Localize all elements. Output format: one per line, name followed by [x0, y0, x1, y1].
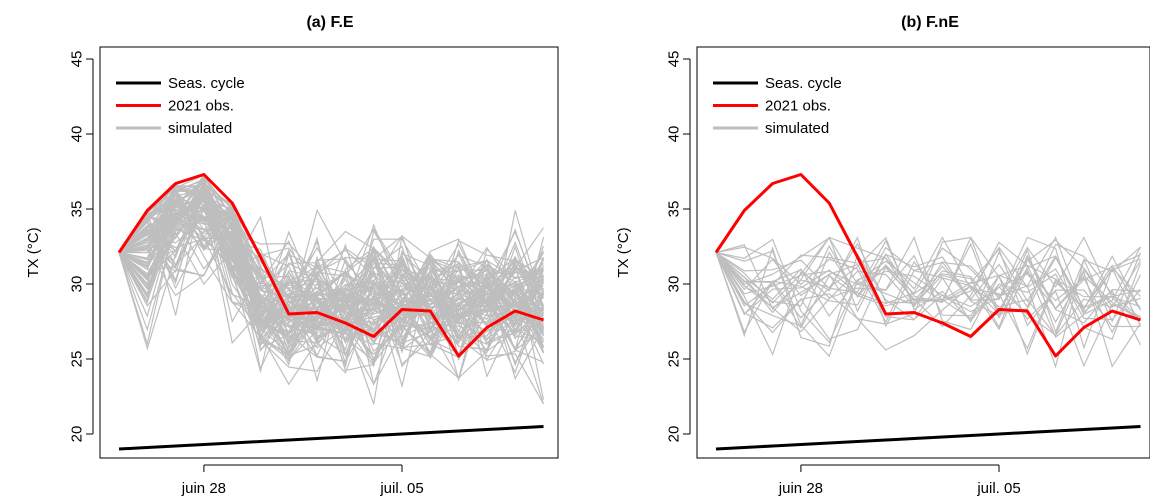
simulated-line	[118, 217, 544, 344]
legend: Seas. cycle 2021 obs. simulated	[713, 75, 842, 137]
y-tick-label: 40	[666, 126, 683, 143]
simulated-line	[118, 182, 545, 330]
simulated-line	[715, 238, 1141, 369]
y-tick-label: 30	[666, 276, 683, 293]
y-axis-label: TX (°C)	[25, 227, 42, 277]
simulated-line	[715, 252, 1141, 333]
y-tick-label: 35	[69, 201, 86, 218]
observed-2021-line	[714, 173, 1141, 358]
observed-2021-line	[117, 173, 544, 358]
simulated-line	[118, 182, 544, 374]
legend-label: simulated	[765, 120, 829, 137]
simulated-line	[118, 206, 545, 358]
chart-title: (b) F.nE	[901, 14, 959, 31]
y-tick-label: 45	[666, 51, 683, 68]
simulated-line	[715, 252, 1141, 351]
x-tick-label: juin 28	[181, 480, 226, 497]
simulated-line	[715, 252, 1142, 340]
simulated-line	[715, 244, 1141, 329]
y-tick-label: 45	[69, 51, 86, 68]
y-tick-label: 35	[666, 201, 683, 218]
panel-b: (b) F.nE TX (°C) 20 25 30 35 40 45 juin 28 juil. …	[615, 14, 1150, 497]
plot-area	[714, 173, 1142, 451]
simulated-line	[715, 246, 1141, 348]
plot-frame	[99, 46, 559, 459]
y-tick-label: 20	[666, 426, 683, 443]
simulated-line	[715, 252, 1142, 340]
simulated-line	[118, 195, 544, 368]
panel-a: (a) F.E TX (°C) 20 25 30 35 40 45 juin 28 juil. 0…	[25, 14, 559, 497]
simulated-line	[118, 208, 544, 335]
legend-label: Seas. cycle	[168, 75, 245, 92]
simulated-line	[715, 241, 1141, 329]
legend-label: 2021 obs.	[168, 98, 234, 115]
simulated-line	[118, 221, 544, 379]
simulated-line	[118, 183, 544, 367]
chart-title: (a) F.E	[306, 14, 353, 31]
plot-area	[117, 173, 545, 451]
simulated-line	[118, 214, 545, 341]
legend-label: 2021 obs.	[765, 98, 831, 115]
simulated-line	[118, 225, 545, 356]
seasonal-cycle-line	[715, 425, 1141, 451]
simulated-line	[118, 200, 544, 326]
plot-frame	[696, 46, 1150, 459]
seasonal-cycle-line	[118, 425, 544, 451]
y-tick-label: 30	[69, 276, 86, 293]
simulated-line	[715, 246, 1142, 327]
legend-label: Seas. cycle	[765, 75, 842, 92]
x-tick-label: juil. 05	[976, 480, 1020, 497]
simulated-series-group	[118, 173, 545, 405]
simulated-line	[715, 236, 1141, 334]
x-tick-label: juin 28	[778, 480, 823, 497]
legend-label: simulated	[168, 120, 232, 137]
y-tick-label: 25	[666, 351, 683, 368]
y-tick-label: 40	[69, 126, 86, 143]
simulated-line	[118, 188, 544, 359]
legend: Seas. cycle 2021 obs. simulated	[116, 75, 245, 137]
simulated-series-group	[715, 235, 1142, 369]
y-axis-label: TX (°C)	[615, 227, 632, 277]
simulated-line	[715, 236, 1142, 334]
simulated-line	[118, 213, 545, 405]
y-tick-label: 20	[69, 426, 86, 443]
x-tick-label: juil. 05	[379, 480, 423, 497]
y-tick-label: 25	[69, 351, 86, 368]
